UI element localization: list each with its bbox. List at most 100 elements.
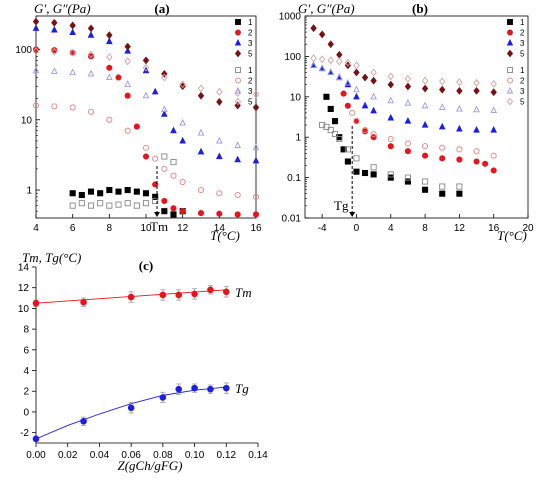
legend-marker [234, 38, 242, 46]
data-point [106, 64, 113, 71]
data-point [80, 298, 87, 306]
data-point [387, 96, 395, 104]
data-point [179, 136, 186, 144]
data-point [344, 58, 352, 67]
data-point [456, 183, 463, 190]
y-tick-label: 0 [23, 407, 29, 418]
data-point [87, 53, 95, 60]
y-tick-label: 1 [295, 133, 301, 144]
data-point [124, 46, 131, 54]
data-point [32, 46, 40, 53]
data-point [222, 384, 230, 392]
data-point [387, 143, 394, 150]
legend-marker [234, 86, 242, 94]
data-point [344, 158, 351, 165]
y-tick-label: 10 [21, 115, 33, 126]
plot-frame [35, 15, 257, 219]
x-tick-label: -4 [318, 223, 327, 234]
data-point [197, 84, 205, 93]
data-point [216, 190, 223, 197]
data-point [310, 61, 317, 68]
data-point [197, 91, 205, 100]
legend-label: 2 [248, 29, 253, 38]
legend-marker [507, 19, 513, 25]
data-point [344, 146, 351, 153]
data-point [404, 140, 411, 147]
data-point [353, 118, 360, 125]
data-point [159, 291, 167, 299]
data-point [51, 18, 58, 27]
data-point [370, 164, 377, 171]
data-point [344, 102, 351, 109]
data-point [51, 67, 58, 74]
data-point [216, 152, 223, 160]
data-point [353, 155, 360, 162]
legend-label: 5 [248, 50, 253, 59]
y-tick-label: 10 [290, 92, 302, 103]
data-point [327, 105, 334, 113]
data-point [179, 208, 186, 215]
data-point [473, 79, 480, 87]
data-point [106, 37, 113, 45]
data-point [404, 98, 412, 106]
data-point [170, 211, 177, 218]
data-point [252, 211, 260, 218]
data-point [370, 106, 377, 114]
data-point [252, 193, 260, 200]
panel-label-b: (b) [412, 1, 428, 16]
y-tick-label: 14 [18, 263, 30, 274]
annotation-tm: Tm [150, 219, 168, 234]
legend-marker [506, 38, 514, 46]
data-point [252, 143, 260, 151]
data-point [387, 174, 394, 181]
data-point [51, 103, 58, 110]
data-point [32, 435, 40, 443]
data-point [222, 288, 230, 296]
y-tick-label: 100 [284, 52, 301, 63]
data-point [404, 117, 412, 124]
data-point [340, 146, 347, 153]
data-point [439, 183, 446, 190]
x-tick-label: 4 [33, 223, 39, 234]
data-point [152, 181, 159, 188]
y-tick-label: 4 [23, 366, 29, 377]
data-point [161, 208, 168, 215]
data-point [473, 158, 480, 165]
x-tick-label: 8 [422, 223, 428, 234]
data-point [404, 74, 412, 83]
legend-marker [507, 77, 513, 84]
data-point [439, 155, 446, 162]
y-tick-label: -2 [20, 428, 29, 439]
legend-marker [506, 97, 514, 106]
data-point [142, 153, 150, 160]
legend-marker [235, 29, 241, 36]
data-point [51, 25, 58, 33]
data-point [133, 123, 140, 130]
data-point [353, 85, 360, 93]
data-point [87, 69, 95, 77]
legend-label: 2 [248, 77, 253, 86]
x-tick-label: 4 [388, 223, 394, 234]
data-point [421, 76, 429, 85]
data-point [78, 200, 85, 207]
data-point [51, 47, 58, 54]
legend-marker [234, 49, 242, 58]
data-point [353, 68, 360, 77]
data-point [175, 291, 183, 299]
data-point [370, 76, 377, 85]
data-point [234, 155, 241, 163]
x-tick-label: 0.02 [58, 450, 78, 461]
data-point [438, 122, 446, 130]
data-point [335, 73, 343, 81]
x-tick-label: 6 [70, 223, 76, 234]
legend-label: 3 [520, 87, 525, 96]
data-point [404, 148, 411, 155]
legend-label: 3 [248, 39, 253, 48]
data-point [216, 210, 223, 217]
data-point [370, 130, 377, 138]
data-point [336, 50, 343, 59]
legend-label: 5 [248, 98, 253, 107]
series-label-tg: Tg [235, 381, 249, 396]
legend-label: 5 [520, 98, 525, 107]
